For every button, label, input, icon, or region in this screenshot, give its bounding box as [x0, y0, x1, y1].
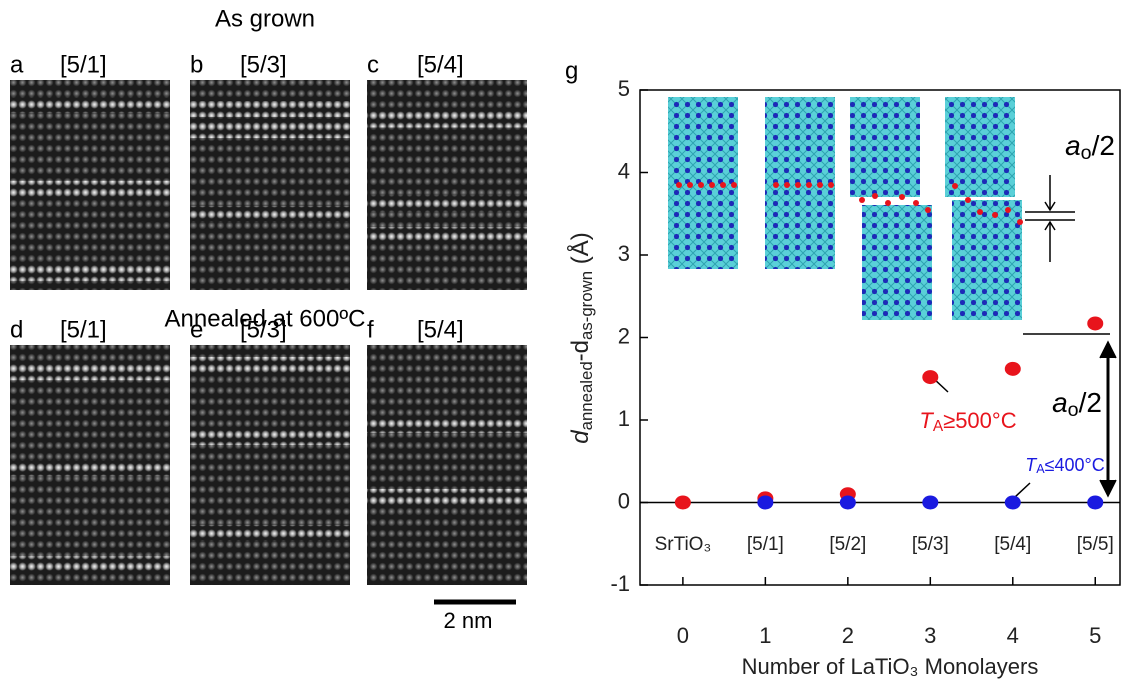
structure-insets — [668, 97, 1117, 498]
y-tick-label: 2 — [618, 323, 630, 348]
text-part: -d — [567, 340, 594, 361]
y-tick-label: 1 — [618, 406, 630, 431]
category-label: [5/2] — [829, 534, 866, 555]
text-part: T — [1025, 455, 1038, 475]
bright-band — [10, 460, 170, 477]
point — [922, 495, 939, 510]
x-tick-label: 1 — [759, 623, 771, 648]
panel-label: [5/1] — [60, 51, 107, 78]
y-tick-label: -1 — [610, 571, 630, 596]
text-part: a — [1052, 387, 1068, 418]
category-label: SrTiO₃ — [655, 534, 712, 555]
bright-band — [367, 195, 527, 212]
x-tick-label: 0 — [677, 623, 689, 648]
bright-band — [190, 357, 350, 373]
label: ao/2 — [1065, 130, 1115, 164]
bright-band — [367, 111, 527, 128]
bright-band — [190, 429, 350, 445]
text-part: d — [567, 430, 594, 444]
y-tick-label: 4 — [618, 158, 630, 183]
text-part: ≤400°C — [1045, 455, 1105, 475]
point — [1087, 316, 1104, 331]
x-tick-label: 4 — [1007, 623, 1019, 648]
text-part: T — [919, 408, 934, 433]
point — [922, 370, 939, 385]
subscript: o — [1081, 142, 1092, 164]
bright-band — [190, 525, 350, 541]
micrograph — [190, 345, 350, 585]
micrograph — [367, 345, 527, 585]
category-label: [5/5] — [1077, 534, 1114, 555]
bright-band — [367, 417, 527, 433]
panel-label: [5/4] — [417, 51, 464, 78]
panel-label: [5/4] — [417, 316, 464, 343]
point — [1087, 495, 1104, 510]
bright-band — [367, 227, 527, 243]
label: TA≥500°C — [919, 408, 1016, 435]
x-tick-label: 2 — [842, 623, 854, 648]
x-tick-label: 3 — [924, 623, 936, 648]
bright-band — [190, 206, 350, 222]
subscript: as-grown — [577, 271, 596, 340]
bright-band — [10, 364, 170, 381]
text-part: a — [1065, 130, 1081, 161]
y-tick-label: 5 — [618, 76, 630, 101]
bright-band — [190, 122, 350, 138]
panel-letter: d — [10, 316, 23, 343]
category-label: [5/1] — [747, 534, 784, 555]
point — [674, 495, 691, 510]
heading: As grown — [215, 5, 315, 32]
bright-band — [10, 96, 170, 113]
panel-label: [5/3] — [240, 51, 287, 78]
panel-letter: c — [367, 51, 379, 78]
heading: Annealed at 600ºC — [165, 305, 366, 332]
y-tick-label: 3 — [618, 241, 630, 266]
label: dannealed-das-grown (Å) — [566, 232, 595, 443]
y-tick-label: 0 — [618, 488, 630, 513]
panel-letter: f — [367, 316, 374, 343]
scale-label: 2 nm — [444, 608, 493, 633]
micrographs: a [5/1] b [5/3] c [5/4] d [5/1] e [5/3] f [5/4] As … — [10, 5, 578, 633]
point — [1004, 495, 1021, 510]
panel-letter: a — [10, 51, 24, 78]
label: TA≤400°C — [1025, 455, 1105, 476]
category-label: [5/4] — [994, 534, 1031, 555]
panel-label: [5/3] — [240, 316, 287, 343]
x-axis-title: Number of LaTiO₃ Monolayers — [742, 654, 1039, 679]
bright-band — [190, 101, 350, 117]
subscript: annealed — [577, 361, 596, 430]
panel-label: [5/1] — [60, 316, 107, 343]
point — [757, 495, 774, 510]
text-part: /2 — [1092, 130, 1115, 161]
panel-letter: g — [565, 57, 578, 84]
panel-letter: b — [190, 51, 203, 78]
point — [1004, 361, 1021, 376]
subscript: A — [933, 418, 944, 435]
subscript: o — [1068, 399, 1079, 421]
bright-band — [10, 264, 170, 281]
point — [839, 495, 856, 510]
text-part: ≥500°C — [943, 408, 1017, 433]
x-tick-label: 5 — [1089, 623, 1101, 648]
label: ao/2 — [1052, 387, 1102, 421]
chart: -1 0 1 2 3 4 5 0 SrTiO₃ 1 [5/1] 2 [5/2] 3 [5/3] 4 [5/4] 5… — [566, 76, 1121, 679]
bright-band — [10, 556, 170, 573]
panel-letter: e — [190, 316, 203, 343]
bright-band — [367, 489, 527, 505]
text-part: /2 — [1079, 387, 1102, 418]
bright-band — [10, 180, 170, 197]
subscript: A — [1036, 462, 1045, 476]
text-part: (Å) — [566, 232, 594, 271]
category-label: [5/3] — [912, 534, 949, 555]
